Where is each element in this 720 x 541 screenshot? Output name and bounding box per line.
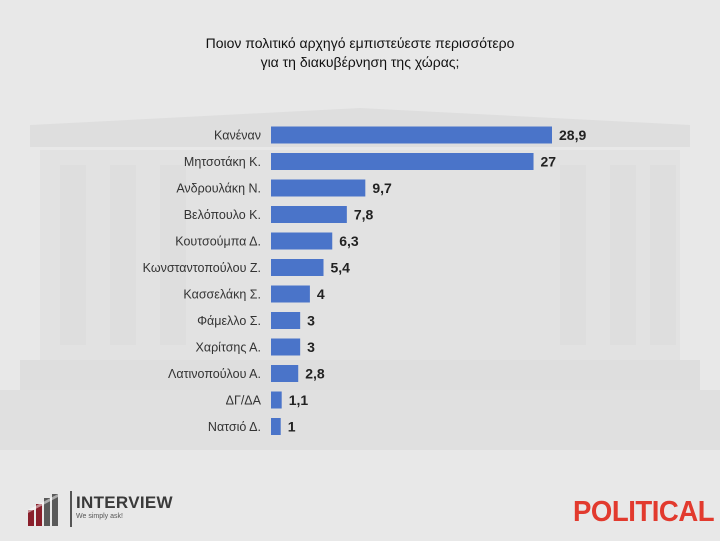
category-label: ΔΓ/ΔΑ bbox=[226, 394, 262, 408]
value-label: 27 bbox=[541, 154, 557, 170]
category-label: Ανδρουλάκη Ν. bbox=[176, 182, 261, 196]
bar bbox=[271, 232, 333, 250]
chart-title-line-2: για τη διακυβέρνηση της χώρας; bbox=[260, 54, 460, 70]
bar bbox=[271, 126, 552, 144]
interview-logo-mark-icon bbox=[28, 494, 58, 526]
category-label: Κανέναν bbox=[214, 129, 261, 143]
category-label: Φάμελλο Σ. bbox=[197, 314, 261, 328]
interview-logo-name: INTERVIEW bbox=[76, 493, 173, 512]
value-label: 4 bbox=[317, 286, 325, 302]
value-label: 1 bbox=[288, 419, 296, 435]
chart-title-line-1: Ποιον πολιτικό αρχηγό εμπιστεύεστε περισ… bbox=[205, 35, 515, 51]
category-label: Νατσιό Δ. bbox=[208, 420, 261, 434]
category-label: Κασσελάκη Σ. bbox=[183, 288, 261, 302]
value-label: 7,8 bbox=[354, 207, 374, 223]
bar bbox=[271, 206, 347, 223]
value-label: 3 bbox=[307, 339, 315, 355]
value-label: 2,8 bbox=[305, 366, 325, 382]
category-label: Λατινοπούλου Α. bbox=[168, 367, 261, 381]
value-label: 28,9 bbox=[559, 127, 586, 143]
political-logo: POLITICAL bbox=[573, 496, 715, 528]
category-label: Κωνσταντοπούλου Ζ. bbox=[143, 261, 261, 275]
category-label: Χαρίτσης Α. bbox=[196, 341, 262, 355]
value-label: 3 bbox=[307, 313, 315, 329]
interview-logo: INTERVIEW We simply ask! bbox=[28, 491, 198, 531]
bar bbox=[271, 391, 282, 409]
category-label: Μητσοτάκη Κ. bbox=[184, 155, 261, 169]
logo-divider bbox=[70, 491, 72, 527]
bar bbox=[271, 312, 301, 329]
bar bbox=[271, 153, 534, 170]
value-label: 5,4 bbox=[331, 260, 351, 276]
category-label: Βελόπουλο Κ. bbox=[184, 208, 261, 222]
bar bbox=[271, 259, 324, 276]
chart-title: Ποιον πολιτικό αρχηγό εμπιστεύεστε περισ… bbox=[0, 34, 720, 72]
category-label: Κουτσούμπα Δ. bbox=[175, 235, 261, 249]
interview-logo-tagline: We simply ask! bbox=[76, 513, 123, 520]
bar bbox=[271, 418, 281, 435]
value-label: 9,7 bbox=[372, 180, 392, 196]
bar bbox=[271, 285, 310, 303]
value-label: 1,1 bbox=[289, 392, 309, 408]
bar bbox=[271, 365, 299, 382]
value-label: 6,3 bbox=[339, 233, 359, 249]
bar bbox=[271, 179, 366, 197]
bar bbox=[271, 338, 301, 356]
